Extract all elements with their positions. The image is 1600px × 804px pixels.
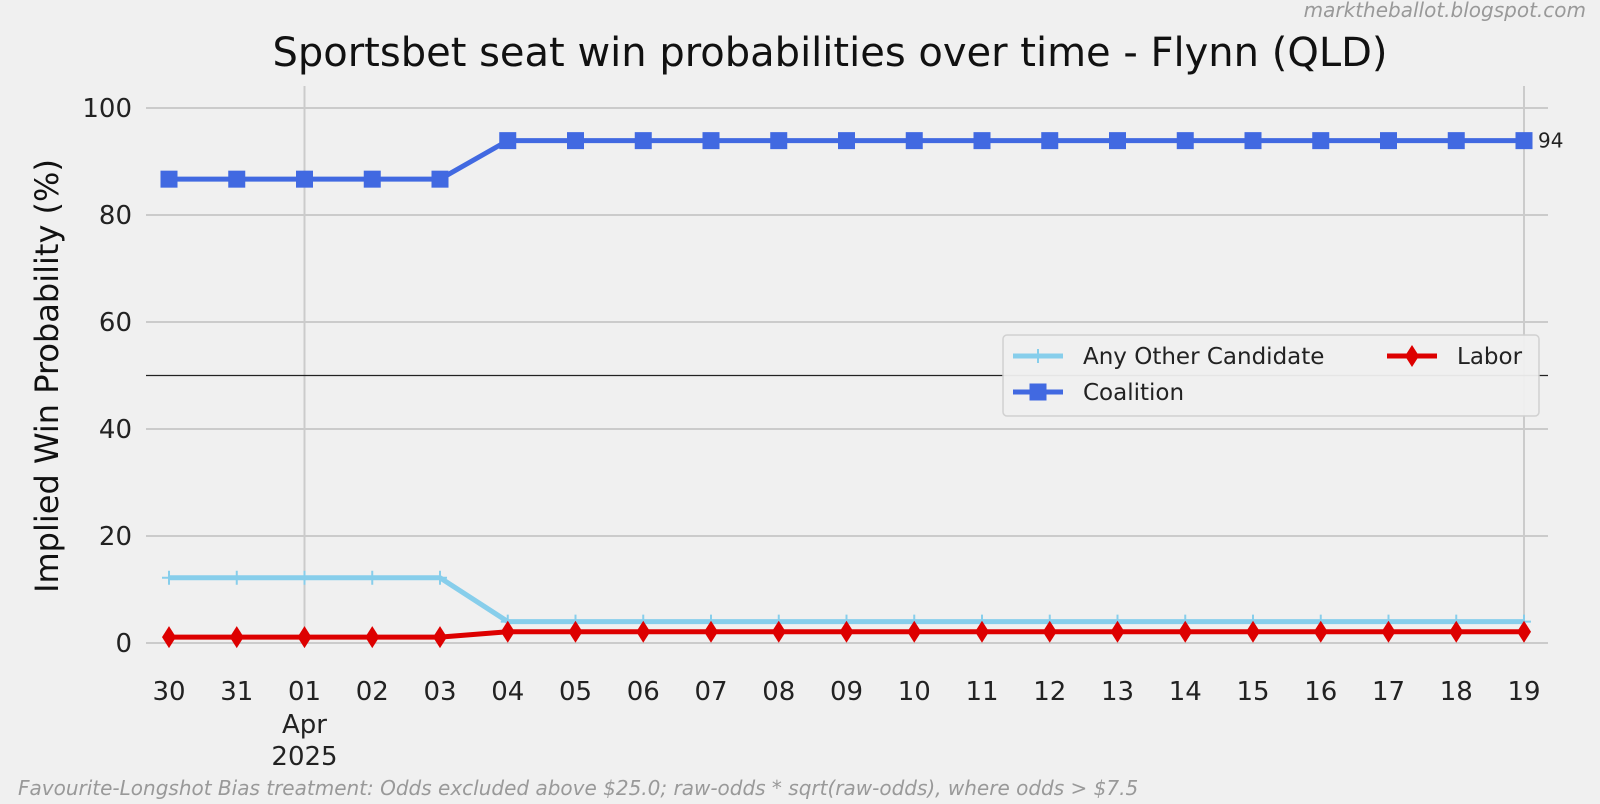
data-point-coalition <box>228 170 246 188</box>
x-tick-label: 06 <box>627 677 660 707</box>
x-tick-label: 12 <box>1033 677 1066 707</box>
data-point-any-other-candidate <box>229 570 244 585</box>
x-tick-label: 31 <box>220 677 253 707</box>
data-point-coalition <box>838 132 855 150</box>
data-point-coalition <box>702 132 720 150</box>
x-tick-label: 09 <box>830 677 863 707</box>
y-tick-label: 80 <box>99 201 132 231</box>
legend-marker-coalition <box>1029 383 1047 401</box>
legend-item-any-other-candidate: Any Other Candidate <box>1013 344 1324 370</box>
y-tick-label: 100 <box>82 94 132 124</box>
x-tick-month: Apr <box>282 710 327 740</box>
data-point-any-other-candidate <box>162 570 176 585</box>
data-point-labor <box>500 620 515 643</box>
data-point-labor <box>162 626 176 649</box>
data-point-labor <box>1042 620 1057 643</box>
data-point-coalition <box>567 132 584 150</box>
data-point-any-other-candidate <box>433 570 447 585</box>
data-point-any-other-candidate <box>297 570 312 585</box>
legend-label-coalition: Coalition <box>1083 380 1184 406</box>
y-tick-label: 60 <box>99 308 132 338</box>
data-point-labor <box>975 620 989 643</box>
x-tick-label: 04 <box>491 677 524 707</box>
data-point-labor <box>1449 620 1464 643</box>
series-any-other-candidate <box>162 570 1531 629</box>
data-point-coalition <box>905 132 923 150</box>
x-tick-label: 08 <box>762 677 795 707</box>
x-tick-label: 19 <box>1507 677 1540 707</box>
x-tick-label: 11 <box>965 677 998 707</box>
series-labor <box>162 620 1531 649</box>
data-point-labor <box>1110 620 1125 643</box>
legend-marker-labor <box>1405 345 1419 367</box>
legend-item-labor: Labor <box>1387 344 1523 370</box>
data-point-labor <box>1178 620 1193 643</box>
data-point-labor <box>1381 620 1396 643</box>
axis-layer: 0 20 40 60 80 100 30 31 01 02 03 04 05 06 07 08 09 10 11 12… <box>82 94 1540 772</box>
data-point-coalition <box>770 132 788 150</box>
grid-layer <box>146 86 1548 644</box>
data-point-labor <box>1246 620 1260 643</box>
x-tick-label: 05 <box>559 677 592 707</box>
data-point-labor <box>229 626 244 649</box>
x-tick-label: 13 <box>1101 677 1134 707</box>
legend-item-coalition: Coalition <box>1013 380 1184 406</box>
x-tick-label: 15 <box>1236 677 1269 707</box>
data-point-coalition <box>1312 132 1330 150</box>
data-point-coalition <box>363 170 381 188</box>
data-point-labor <box>839 620 854 643</box>
x-tick-label: 18 <box>1440 677 1473 707</box>
data-point-coalition <box>1244 132 1262 150</box>
y-tick-label: 0 <box>115 629 132 659</box>
data-point-labor <box>568 620 583 643</box>
data-point-labor <box>907 620 922 643</box>
data-point-labor <box>771 620 786 643</box>
end-value-label: 94 <box>1538 129 1563 153</box>
legend-label-any-other-candidate: Any Other Candidate <box>1083 344 1324 370</box>
y-tick-label: 40 <box>99 415 132 445</box>
x-tick-year: 2025 <box>271 742 337 772</box>
data-point-coalition <box>160 170 178 188</box>
x-tick-label: 16 <box>1304 677 1337 707</box>
x-tick-label: 03 <box>423 677 456 707</box>
watermark: marktheballot.blogspot.com <box>1304 0 1586 22</box>
y-axis-label: Implied Win Probability (%) <box>28 159 66 593</box>
x-tick-label: 10 <box>898 677 931 707</box>
data-point-labor <box>297 626 312 649</box>
x-tick-label: 17 <box>1372 677 1405 707</box>
data-point-coalition <box>1380 132 1397 150</box>
data-point-coalition <box>1447 132 1465 150</box>
x-tick-label: 01 <box>288 677 321 707</box>
data-point-coalition <box>1176 132 1194 150</box>
legend-marker-any-other-candidate <box>1031 349 1045 363</box>
series-coalition <box>160 132 1533 188</box>
data-point-coalition <box>1041 132 1059 150</box>
series-layer: 94 <box>160 129 1563 649</box>
data-point-labor <box>636 620 651 643</box>
data-point-coalition <box>296 170 313 188</box>
chart-title: Sportsbet seat win probabilities over ti… <box>272 30 1387 76</box>
data-point-coalition <box>1515 132 1533 150</box>
data-point-labor <box>433 626 447 649</box>
footer-note: Favourite-Longshot Bias treatment: Odds … <box>18 776 1138 800</box>
data-point-coalition <box>634 132 652 150</box>
x-tick-label: 07 <box>694 677 727 707</box>
y-tick-label: 20 <box>99 522 132 552</box>
data-point-coalition <box>431 170 449 188</box>
legend: Any Other Candidate Coalition Labor <box>1002 334 1540 417</box>
data-point-coalition <box>973 132 991 150</box>
data-point-labor <box>1313 620 1328 643</box>
data-point-coalition <box>499 132 517 150</box>
x-tick-label: 14 <box>1169 677 1202 707</box>
data-point-any-other-candidate <box>365 570 380 585</box>
legend-label-labor: Labor <box>1457 344 1523 370</box>
x-tick-label: 02 <box>356 677 389 707</box>
data-point-labor <box>704 620 718 643</box>
x-tick-label: 30 <box>152 677 185 707</box>
data-point-labor <box>365 626 380 649</box>
data-point-labor <box>1517 620 1531 643</box>
data-point-coalition <box>1109 132 1126 150</box>
